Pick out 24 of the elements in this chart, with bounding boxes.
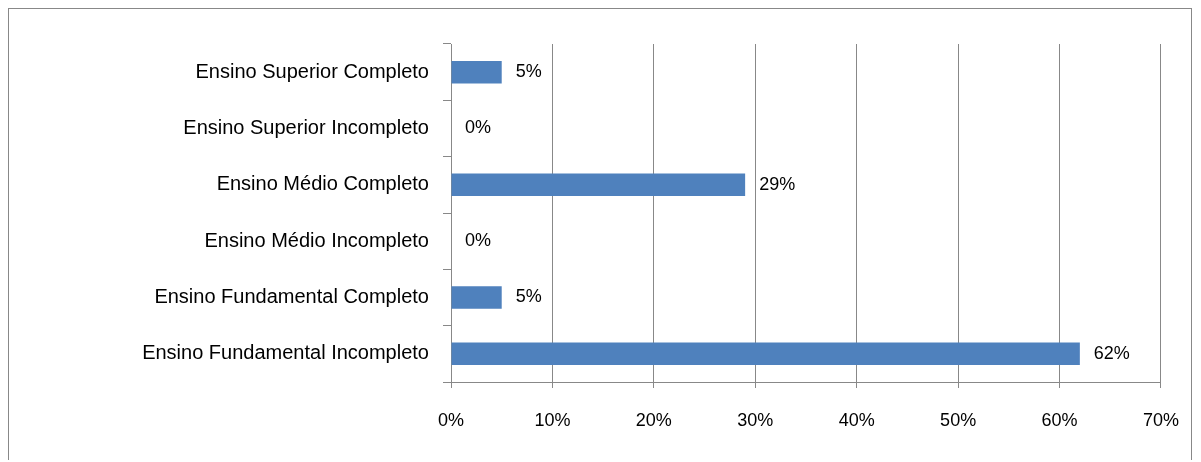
x-tick-label: 50% (940, 409, 977, 430)
data-label: 0% (465, 117, 492, 138)
y-tick-label: Ensino Superior Incompleto (183, 116, 429, 139)
bar (451, 173, 746, 197)
x-tick-label: 0% (437, 409, 465, 430)
x-tick-label: 10% (534, 409, 571, 430)
y-tick-label: Ensino Médio Completo (216, 172, 429, 195)
bar (451, 286, 502, 309)
bar (451, 60, 502, 84)
data-label: 5% (515, 286, 542, 307)
y-tick-label: Ensino Médio Incompleto (204, 228, 429, 251)
x-tick-label: 70% (1142, 409, 1179, 430)
x-tick-label: 20% (635, 409, 672, 430)
data-label: 0% (465, 230, 492, 251)
y-tick-label: Ensino Fundamental Incompleto (142, 341, 429, 364)
x-tick-label: 40% (838, 409, 875, 430)
x-tick-label: 60% (1041, 409, 1078, 430)
bar (451, 342, 1080, 366)
data-label: 5% (515, 61, 542, 82)
data-label: 62% (1093, 342, 1130, 363)
data-label: 29% (759, 173, 796, 194)
y-tick-label: Ensino Superior Completo (195, 59, 429, 82)
y-tick-label: Ensino Fundamental Completo (154, 285, 429, 308)
x-tick-label: 30% (737, 409, 774, 430)
